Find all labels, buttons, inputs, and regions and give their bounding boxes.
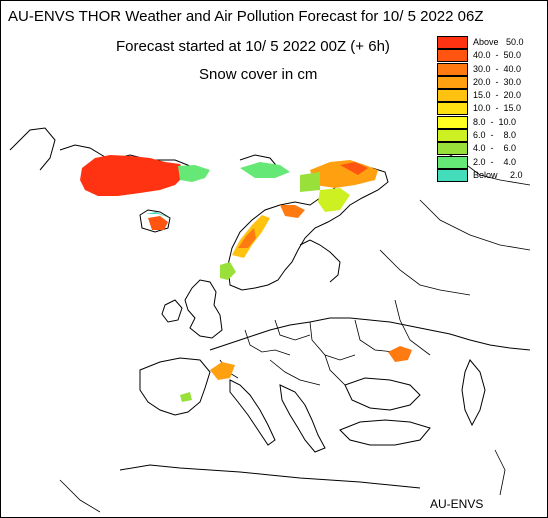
legend-swatch <box>437 142 468 156</box>
legend-swatch <box>437 62 468 76</box>
coastlines <box>9 127 531 513</box>
legend-swatch <box>437 168 468 182</box>
legend-label: 8.0 - 10.0 <box>473 116 517 127</box>
legend-label: 15.0 - 20.0 <box>473 90 522 101</box>
legend-label: Above 50.0 <box>473 37 524 47</box>
legend-label: 4.0 - 6.0 <box>473 143 517 154</box>
legend-swatch <box>437 115 468 129</box>
forecast-start-label: Forecast started at 10/ 5 2022 00Z (+ 6h… <box>116 38 390 55</box>
legend-swatch <box>437 36 468 49</box>
legend-item: 4.0 - 6.0 <box>437 142 547 156</box>
legend-label: 20.0 - 30.0 <box>473 76 522 87</box>
legend-item: 40.0 - 50.0 <box>437 49 547 63</box>
variable-label: Snow cover in cm <box>199 66 318 83</box>
legend-item: 8.0 - 10.0 <box>437 115 547 129</box>
legend-label: 10.0 - 15.0 <box>473 103 522 114</box>
legend-swatch <box>437 75 468 89</box>
legend-swatch <box>437 102 468 116</box>
legend-item: Above 50.0 <box>437 36 547 49</box>
footer-credit: AU-ENVS <box>430 497 484 511</box>
legend-item: 20.0 - 30.0 <box>437 75 547 89</box>
legend-item: 6.0 - 8.0 <box>437 129 547 143</box>
map-title: AU-ENVS THOR Weather and Air Pollution F… <box>8 8 484 25</box>
legend-swatch <box>437 89 468 103</box>
legend: Above 50.0 40.0 - 50.0 30.0 - 40.0 20.0 - 3… <box>437 36 547 182</box>
legend-label: 2.0 - 4.0 <box>473 156 517 167</box>
legend-swatch <box>437 49 468 63</box>
legend-item: Below 2.0 <box>437 168 547 182</box>
legend-item: 10.0 - 15.0 <box>437 102 547 116</box>
legend-label: Below 2.0 <box>473 169 523 180</box>
legend-label: 30.0 - 40.0 <box>473 63 522 74</box>
snow-cover-fields <box>80 155 412 402</box>
legend-label: 6.0 - 8.0 <box>473 130 517 141</box>
legend-item: 2.0 - 4.0 <box>437 155 547 169</box>
legend-item: 15.0 - 20.0 <box>437 89 547 103</box>
legend-swatch <box>437 129 468 143</box>
legend-item: 30.0 - 40.0 <box>437 62 547 76</box>
legend-swatch <box>437 155 468 169</box>
legend-label: 40.0 - 50.0 <box>473 50 522 61</box>
